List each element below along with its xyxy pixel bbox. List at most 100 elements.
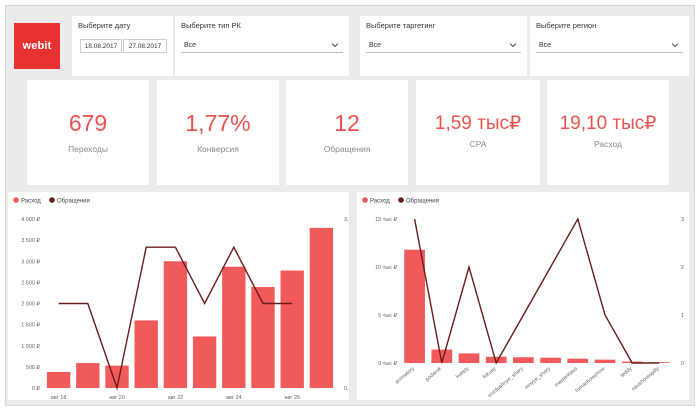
legend-label-bar: Расход — [370, 199, 390, 205]
y-left-tick-label: 15 тыс ₽ — [375, 217, 397, 223]
campaign-type-value: Все — [184, 41, 197, 49]
kpi-card-spend: 19,10 тыс₽ Расход — [547, 80, 669, 185]
chart-spend-by-campaign: Расход Обращения 0 тыс ₽ 5 тыс ₽ 10 тыс ₽ 15 … — [362, 197, 684, 399]
kpi-conversion-value: 1,77% — [185, 110, 251, 136]
x-tick-label: naushowwpilly — [631, 366, 661, 393]
y-left-tick-label: 2 500 ₽ — [21, 280, 40, 286]
targeting-filter-card: Выберите таргетинг Все — [360, 16, 527, 76]
x-tick-label: авг 26 — [284, 395, 300, 400]
x-tick-label: mnyye_shary — [524, 366, 552, 391]
kpi-card-cpa: 1,59 тыс₽ CPA — [416, 80, 540, 185]
bar — [458, 353, 480, 363]
bar — [46, 371, 71, 388]
targeting-filter-label: Выберите таргетинг — [366, 21, 436, 30]
kpi-clicks-value: 679 — [68, 110, 108, 136]
x-tick-label: авг 24 — [226, 395, 242, 400]
series-line-requests — [58, 245, 293, 391]
targeting-value: Все — [369, 41, 382, 49]
y-left-tick-label: 500 ₽ — [26, 365, 41, 371]
legend-marker-line — [398, 197, 404, 203]
campaign-type-filter-label: Выберите тип РК — [181, 21, 241, 30]
date-from-field[interactable]: 18.08.2017 — [80, 39, 122, 53]
y-left-tick-label: 3 500 ₽ — [21, 238, 40, 244]
y-left-tick-label: 4 000 ₽ — [21, 217, 40, 223]
kpi-clicks-label: Переходы — [68, 144, 108, 154]
y-right-tick-label: 2 — [681, 265, 684, 271]
kpi-requests-value: 12 — [334, 110, 360, 136]
x-tick-label: авг 20 — [109, 395, 125, 400]
bar — [280, 270, 304, 388]
bar — [513, 357, 534, 363]
y-left-tick-label: 1 500 ₽ — [21, 323, 40, 329]
series-line-requests — [413, 217, 660, 365]
bar — [567, 358, 589, 363]
kpi-spend-label: Расход — [593, 139, 623, 149]
x-tick-label: авг 22 — [168, 395, 184, 400]
region-value: Все — [539, 41, 552, 49]
bar — [431, 349, 453, 363]
y-right-tick-label: 1 — [681, 313, 684, 319]
bar — [309, 227, 334, 388]
x-tick-label: kvesty — [455, 366, 471, 380]
targeting-select[interactable]: Все — [366, 38, 521, 53]
chart-spend-by-date: Расход Обращения 0 ₽ 500 ₽ 1 000 ₽ 1 500 ₽ 2 0… — [13, 197, 352, 401]
y-left-tick-label: 0 ₽ — [32, 386, 41, 392]
chart-spend-by-campaign-card: Расход Обращения 0 тыс ₽ 5 тыс ₽ 10 тыс ₽ 15 … — [357, 192, 689, 400]
y-right-tick-label: 0,0 — [344, 386, 349, 392]
legend-label-bar: Расход — [21, 199, 41, 205]
x-tick-label: podarok — [425, 366, 444, 383]
bar — [222, 266, 246, 388]
bar — [76, 363, 100, 388]
region-filter-card: Выберите регион Все — [530, 16, 689, 76]
legend-label-line: Обращения — [57, 199, 90, 205]
bar — [404, 249, 425, 363]
dashboard-canvas: webit Выберите дату 18.08.2017 27.08.201… — [5, 5, 695, 406]
logo-text: webit — [22, 40, 52, 52]
y-left-tick-label: 5 тыс ₽ — [378, 313, 397, 319]
bar — [251, 287, 275, 388]
y-left-tick-label: 1 000 ₽ — [21, 344, 40, 350]
bar — [540, 357, 561, 363]
kpi-conversion-label: Конверсия — [197, 144, 239, 154]
chevron-down-icon — [509, 43, 517, 48]
y-right-tick-label: 3,6 — [344, 217, 349, 223]
x-tick-label: fokusy — [482, 366, 498, 381]
x-tick-label: teddy — [620, 366, 634, 379]
x-tick-label: animatory — [394, 366, 416, 386]
kpi-card-clicks: 679 Переходы — [27, 80, 149, 185]
legend-marker-line — [49, 197, 55, 203]
date-to-field[interactable]: 27.08.2017 — [123, 39, 167, 53]
kpi-spend-value: 19,10 тыс₽ — [559, 113, 657, 134]
bar — [163, 261, 188, 388]
bar — [134, 320, 158, 388]
date-filter-card: Выберите дату 18.08.2017 27.08.2017 — [72, 16, 173, 76]
campaign-type-filter-card: Выберите тип РК Все — [175, 16, 349, 76]
date-filter-label: Выберите дату — [78, 21, 131, 30]
chevron-down-icon — [671, 43, 679, 48]
region-select[interactable]: Все — [536, 38, 683, 53]
x-tick-label: авг 18 — [51, 395, 67, 400]
y-left-tick-label: 2 000 ₽ — [21, 302, 40, 308]
y-left-tick-label: 10 тыс ₽ — [375, 265, 397, 271]
kpi-cpa-label: CPA — [469, 139, 487, 149]
y-right-tick-label: 0 — [681, 361, 684, 367]
webit-logo: webit — [14, 23, 60, 69]
kpi-cpa-value: 1,59 тыс₽ — [434, 113, 522, 134]
bar — [594, 359, 616, 363]
legend-marker-bar — [13, 197, 19, 203]
chevron-down-icon — [331, 43, 339, 48]
x-tick-label: fomashowshow — [574, 366, 606, 394]
chart-spend-by-date-card: Расход Обращения 0 ₽ 500 ₽ 1 000 ₽ 1 500 ₽ 2 0… — [8, 192, 352, 401]
y-left-tick-label: 3 000 ₽ — [21, 259, 40, 265]
kpi-card-conversion: 1,77% Конверсия — [157, 80, 279, 185]
kpi-card-requests: 12 Обращения — [286, 80, 408, 185]
campaign-type-select[interactable]: Все — [181, 38, 343, 53]
legend-label-line: Обращения — [406, 199, 439, 205]
bar — [485, 356, 507, 363]
legend-marker-bar — [362, 197, 368, 203]
kpi-requests-label: Обращения — [323, 144, 371, 154]
y-left-tick-label: 0 тыс ₽ — [378, 361, 397, 367]
x-tick-label: masterklass — [554, 366, 580, 389]
y-right-tick-label: 3 — [681, 217, 684, 223]
region-filter-label: Выберите регион — [536, 21, 597, 30]
